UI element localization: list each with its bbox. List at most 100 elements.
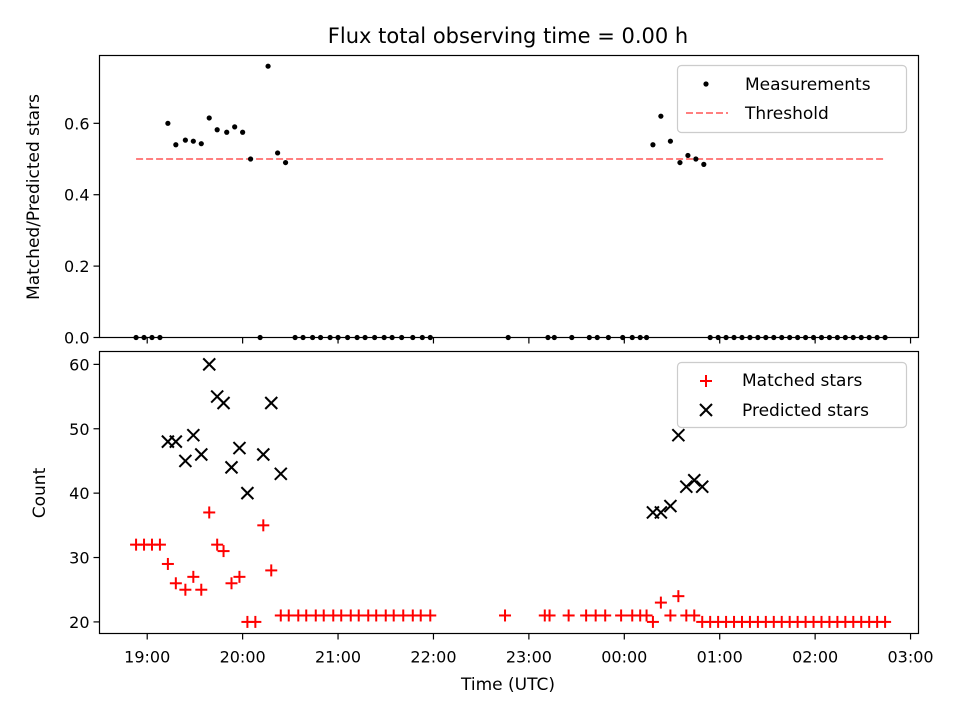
predicted-star-point — [264, 396, 278, 410]
matched-star-point — [672, 590, 685, 603]
predicted-star-point — [216, 396, 231, 410]
top-y-axis-label: Matched/Predicted stars — [24, 94, 44, 300]
matched-star-point — [153, 538, 166, 551]
legend-matched-label: Matched stars — [742, 371, 862, 391]
measurement-point — [282, 159, 289, 166]
bottom-plot-area: 20 30 40 50 60 19:00 20:00 21:00 22:00 23:00 00:00… — [69, 355, 933, 666]
legend-measurements-marker — [703, 81, 709, 87]
x-tick-label: 00:00 — [601, 648, 647, 667]
matched-star-point — [257, 519, 270, 532]
matched-star-point — [265, 564, 278, 577]
chart-title: Flux total observing time = 0.00 h — [328, 24, 688, 48]
legend-predicted-marker — [699, 403, 713, 417]
x-tick-label: 20:00 — [220, 648, 266, 667]
measurement-point — [214, 127, 220, 133]
measurement-point — [198, 141, 204, 147]
matched-star-point — [211, 538, 224, 551]
matched-star-point — [615, 609, 628, 622]
x-tick-label: 23:00 — [506, 648, 552, 667]
predicted-star-point — [654, 505, 668, 520]
matched-star-point — [688, 609, 701, 622]
matched-star-point — [179, 583, 192, 596]
bottom-legend: Matched stars Predicted stars — [676, 361, 908, 429]
matched-star-point — [169, 577, 182, 590]
predicted-star-point — [202, 357, 216, 372]
matched-star-point — [599, 609, 612, 622]
top-y-tick-label: 0.6 — [64, 114, 89, 133]
predicted-star-point — [224, 460, 239, 475]
matched-star-point — [499, 609, 512, 622]
bottom-axes-frame — [98, 350, 920, 635]
matched-star-point — [543, 609, 556, 622]
top-y-tick-label: 0.4 — [64, 186, 89, 205]
matched-star-point — [249, 615, 262, 628]
predicted-star-point — [671, 428, 686, 442]
legend-measurements-label: Measurements — [745, 75, 871, 95]
legend-threshold-label: Threshold — [744, 104, 829, 124]
measurement-point — [265, 63, 271, 69]
measurement-point — [701, 161, 707, 167]
predicted-star-point — [695, 479, 709, 494]
x-tick-label: 19:00 — [124, 648, 170, 667]
top-legend-box — [676, 64, 908, 134]
matched-star-point — [879, 615, 892, 628]
x-tick-label: 21:00 — [315, 648, 361, 667]
measurement-point — [224, 129, 230, 135]
bottom-y-tick-label: 50 — [69, 420, 89, 439]
predicted-star-point — [256, 447, 271, 462]
measurement-point — [693, 156, 699, 162]
bottom-legend-box — [676, 361, 908, 429]
x-tick-label: 22:00 — [410, 648, 456, 667]
predicted-star-point — [274, 467, 288, 481]
x-tick-label: 03:00 — [887, 648, 933, 667]
predicted-star-point — [186, 428, 201, 442]
matched-star-point — [562, 609, 575, 622]
top-y-tick-label: 0.0 — [64, 329, 89, 348]
measurement-point — [658, 113, 664, 119]
top-axes-frame — [98, 54, 920, 339]
predicted-star-point — [169, 434, 183, 449]
bottom-y-tick-label: 40 — [69, 484, 89, 503]
measurement-point — [173, 142, 179, 148]
matched-star-point — [424, 609, 437, 622]
matched-star-point — [217, 545, 230, 558]
matched-star-point — [233, 570, 246, 583]
measurement-point — [275, 150, 281, 156]
measurement-point — [190, 138, 196, 144]
measurement-point — [685, 152, 691, 159]
x-tick-label: 01:00 — [697, 648, 743, 667]
bottom-panel: 20 30 40 50 60 19:00 20:00 21:00 22:00 23:00 00:00… — [30, 350, 934, 695]
measurement-point — [182, 137, 188, 143]
bottom-y-tick-label: 60 — [69, 355, 89, 374]
top-panel: 0.0 0.2 0.4 0.6 Matched/Predicted stars — [24, 54, 920, 348]
top-y-tick-label: 0.2 — [64, 257, 89, 276]
matched-star-point — [640, 609, 653, 622]
predicted-star-point — [679, 479, 694, 494]
measurement-point — [650, 142, 656, 148]
predicted-star-point — [194, 447, 208, 462]
matched-star-point — [225, 577, 238, 590]
measurement-point — [240, 129, 246, 135]
x-axis-label: Time (UTC) — [460, 675, 555, 695]
matched-star-point — [646, 615, 659, 628]
measurement-point — [247, 156, 254, 162]
top-legend: Measurements Threshold — [676, 64, 908, 134]
predicted-star-point — [178, 454, 193, 468]
bottom-y-tick-label: 30 — [69, 549, 89, 568]
measurement-point — [677, 159, 683, 166]
x-tick-label: 02:00 — [792, 648, 838, 667]
matched-star-point — [664, 609, 677, 622]
measurement-point — [667, 138, 674, 144]
matched-star-point — [654, 596, 667, 609]
predicted-star-point — [663, 499, 678, 513]
matched-star-point — [203, 506, 216, 519]
bottom-y-axis-label: Count — [30, 467, 50, 518]
bottom-y-tick-label: 20 — [69, 613, 89, 632]
measurement-point — [165, 120, 171, 126]
measurement-point — [206, 115, 212, 121]
predicted-star-point — [232, 441, 247, 455]
predicted-star-point — [687, 473, 701, 487]
matched-star-point — [187, 570, 200, 583]
matched-star-point — [161, 557, 174, 570]
